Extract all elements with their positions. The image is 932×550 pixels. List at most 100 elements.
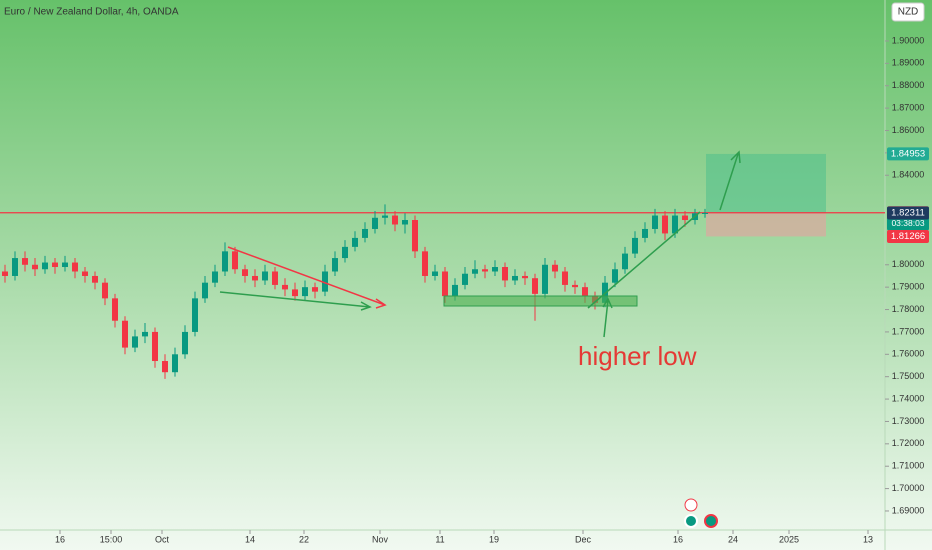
candle-body: [102, 282, 108, 299]
event-icon[interactable]: [704, 514, 718, 528]
candle-body: [552, 264, 558, 272]
candle-body: [42, 262, 48, 270]
y-tick-label: 1.71000: [892, 461, 925, 471]
y-tick-label: 1.79000: [892, 282, 925, 292]
candle-body: [622, 253, 628, 270]
trend-line: [587, 211, 701, 309]
annotation: higher low: [578, 341, 697, 371]
arrow-head: [375, 298, 387, 309]
candle-body: [292, 289, 298, 297]
candle-body: [222, 251, 228, 272]
candle-body: [2, 271, 8, 276]
arrow: [603, 299, 609, 338]
x-tick-label: 19: [489, 534, 499, 544]
candle-body: [542, 264, 548, 294]
candle-body: [152, 331, 158, 362]
y-tick-label: 1.73000: [892, 416, 925, 426]
candle-body: [72, 262, 78, 272]
currency-label: NZD: [898, 7, 919, 18]
x-tick-label: 16: [673, 534, 683, 544]
candle-body: [122, 320, 128, 348]
y-tick-label: 1.86000: [892, 125, 925, 135]
candle-body: [532, 278, 538, 294]
price-tag-label: 1.84953: [891, 148, 925, 159]
candle-body: [702, 212, 708, 214]
candle-body: [432, 271, 438, 276]
candle-body: [612, 269, 618, 283]
candle-body: [412, 220, 418, 252]
event-icon[interactable]: [684, 498, 698, 512]
x-tick-label: 15:00: [100, 534, 123, 544]
price-tag-label: 1.82311: [891, 208, 925, 219]
wedge-lower-line: [219, 291, 371, 308]
arrow-head: [360, 301, 372, 311]
y-tick-label: 1.72000: [892, 438, 925, 448]
y-tick-label: 1.87000: [892, 102, 925, 112]
countdown: 03:38:03: [891, 218, 924, 228]
candle-body: [242, 269, 248, 276]
x-tick-label: Oct: [155, 534, 170, 544]
candle-body: [82, 271, 88, 276]
candle-body: [342, 246, 348, 259]
candle-body: [442, 271, 448, 297]
x-tick-label: 14: [245, 534, 255, 544]
candle-body: [502, 267, 508, 281]
candle-body: [662, 215, 668, 234]
x-tick-label: Nov: [372, 534, 389, 544]
price-tag: [887, 147, 929, 161]
y-tick-label: 1.89000: [892, 58, 925, 68]
candle-body: [202, 282, 208, 299]
candle-body: [642, 228, 648, 238]
currency-button[interactable]: [891, 2, 925, 22]
stop-zone: [706, 212, 826, 237]
x-tick-label: 22: [299, 534, 309, 544]
candle-body: [482, 269, 488, 272]
candle-body: [252, 275, 258, 281]
candle-body: [572, 284, 578, 288]
candle-body: [352, 237, 358, 247]
candle-body: [172, 354, 178, 373]
candle-body: [452, 284, 458, 297]
chart-title: Euro / New Zealand Dollar, 4h, OANDA: [4, 7, 179, 18]
candle-body: [232, 251, 238, 270]
arrow: [719, 153, 739, 211]
y-tick-label: 1.77000: [892, 326, 925, 336]
candle-body: [162, 361, 168, 373]
event-icon[interactable]: [684, 514, 698, 528]
candle-body: [392, 215, 398, 225]
candle-body: [402, 220, 408, 225]
candle-body: [362, 228, 368, 238]
y-tick-label: 1.80000: [892, 259, 925, 269]
candle-body: [312, 287, 318, 292]
candle-body: [492, 267, 498, 272]
candle-body: [372, 217, 378, 229]
candle-body: [182, 331, 188, 355]
x-tick-label: 13: [863, 534, 873, 544]
candle-body: [192, 298, 198, 332]
candle-body: [132, 336, 138, 348]
x-tick-label: 16: [55, 534, 65, 544]
target-zone: [706, 153, 826, 213]
candle-body: [422, 251, 428, 276]
x-tick-label: 2025: [779, 534, 799, 544]
candle-body: [12, 258, 18, 276]
wedge-upper-line: [227, 246, 386, 306]
candle-body: [282, 284, 288, 290]
candle-body: [682, 215, 688, 221]
candle-body: [32, 264, 38, 270]
x-tick-label: Dec: [575, 534, 592, 544]
candle-body: [92, 275, 98, 283]
candle-body: [632, 237, 638, 254]
y-tick-label: 1.78000: [892, 304, 925, 314]
candle-body: [62, 262, 68, 268]
drawings: [219, 150, 741, 338]
candle-body: [652, 215, 658, 229]
price-tag: [887, 206, 929, 220]
support-zone: [443, 295, 638, 307]
y-tick-label: 1.84000: [892, 170, 925, 180]
y-tick-label: 1.70000: [892, 483, 925, 493]
price-tag: [887, 229, 929, 243]
y-tick-label: 1.75000: [892, 371, 925, 381]
candle-body: [22, 258, 28, 265]
